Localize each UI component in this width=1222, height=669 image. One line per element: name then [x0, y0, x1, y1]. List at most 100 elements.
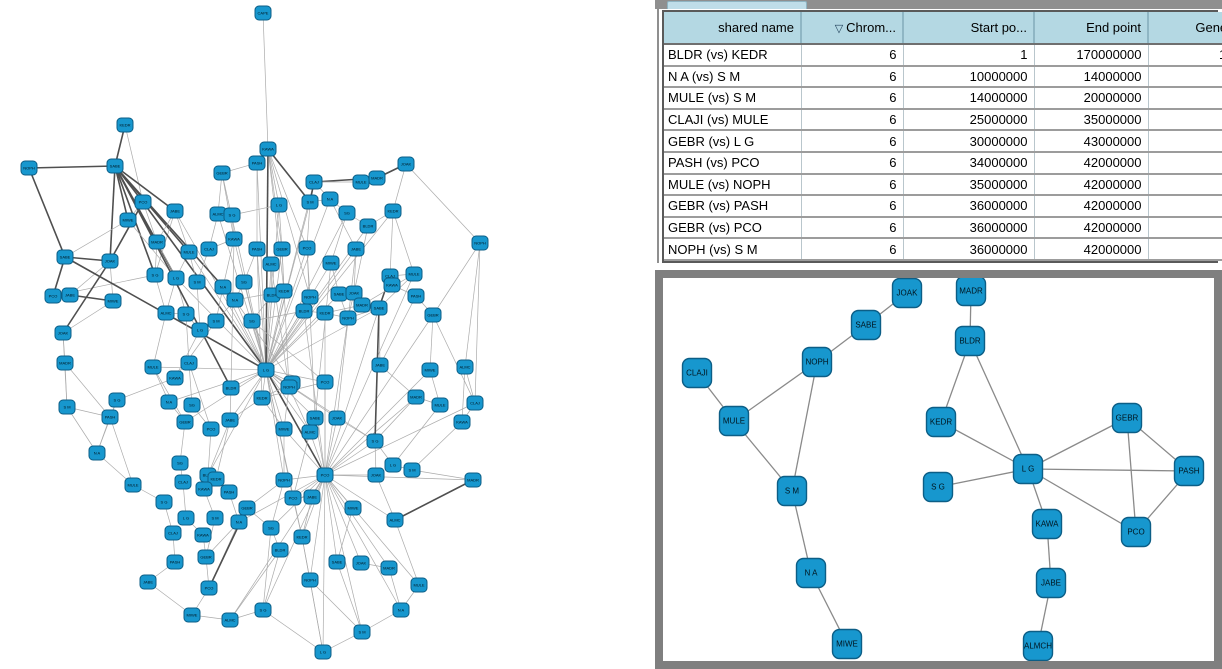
table-cell[interactable]: 20000000	[1034, 87, 1149, 110]
network-edge[interactable]	[432, 314, 476, 404]
network-node-sg[interactable]: SG	[338, 205, 356, 221]
network-node-mule[interactable]: MULE	[431, 397, 449, 413]
network-node-s-g[interactable]: S G	[366, 433, 384, 449]
network-edge[interactable]	[230, 238, 235, 389]
table-cell[interactable]: 6	[801, 65, 904, 89]
network-edge[interactable]	[392, 404, 441, 466]
table-cell[interactable]: N A (vs) S M	[664, 65, 802, 89]
table-row[interactable]: CLAJI (vs) MULE625000000350000005.9	[664, 108, 1222, 132]
network-edge[interactable]	[281, 248, 290, 388]
network-node-joak[interactable]: JOAK	[891, 278, 923, 309]
table-cell[interactable]: 42000000	[1034, 238, 1149, 261]
network-node-madr[interactable]: MADR	[407, 389, 425, 405]
network-edge[interactable]	[301, 474, 326, 538]
network-node-l-g[interactable]: L G	[257, 362, 275, 378]
network-node-jabe[interactable]: JABE	[221, 412, 239, 428]
network-node-pco[interactable]: PCO	[134, 194, 152, 210]
network-node-joak[interactable]: JOAK	[352, 555, 370, 571]
network-edge[interactable]	[306, 201, 311, 249]
table-cell[interactable]: 5.9	[1148, 108, 1222, 132]
network-edge[interactable]	[309, 474, 326, 581]
network-edge[interactable]	[336, 507, 354, 563]
network-node-kedr[interactable]: KEDR	[384, 203, 402, 219]
network-node-l-g[interactable]: L G	[270, 197, 288, 213]
table-cell[interactable]: 6	[801, 238, 904, 261]
network-edge[interactable]	[270, 263, 290, 388]
network-edge[interactable]	[185, 313, 190, 364]
table-cell[interactable]: 36000000	[903, 216, 1035, 240]
network-node-sg[interactable]: SG	[171, 455, 189, 471]
network-node-jabe[interactable]: JABE	[139, 574, 157, 590]
network-node-kawa[interactable]: KAWA	[225, 231, 243, 247]
network-edge[interactable]	[215, 419, 231, 480]
network-edge[interactable]	[1027, 468, 1137, 533]
network-node-s-m[interactable]: S M	[353, 624, 371, 640]
network-edge[interactable]	[969, 340, 1029, 470]
network-edge[interactable]	[207, 428, 212, 476]
network-edge[interactable]	[324, 369, 431, 476]
network-node-kedr[interactable]: KEDR	[316, 305, 334, 321]
network-node-s-m[interactable]: S M	[188, 274, 206, 290]
table-cell[interactable]: PASH (vs) PCO	[664, 151, 802, 175]
network-edge[interactable]	[152, 366, 267, 371]
network-node-noph[interactable]: NOPH	[301, 289, 319, 305]
network-edge[interactable]	[265, 369, 326, 476]
network-node-n-a[interactable]: N A	[214, 279, 232, 295]
network-node-almc[interactable]: ALMC	[262, 256, 280, 272]
table-row[interactable]: GEBR (vs) PASH636000000420000008.9	[664, 195, 1222, 218]
network-edge[interactable]	[324, 474, 402, 611]
network-edge[interactable]	[324, 273, 415, 476]
network-node-miwe[interactable]: MIWE	[344, 500, 362, 516]
network-node-miwe[interactable]: MIWE	[275, 421, 293, 437]
network-edge[interactable]	[267, 148, 308, 249]
network-node-kedr[interactable]: KEDR	[925, 406, 957, 438]
network-node-claj[interactable]: CLAJ	[466, 395, 484, 411]
network-edge[interactable]	[353, 225, 369, 294]
network-edge[interactable]	[324, 307, 380, 476]
network-node-joak[interactable]: JOAK	[54, 325, 72, 341]
network-node-s-g[interactable]: S G	[254, 602, 272, 618]
network-node-gebr[interactable]: GEBR	[213, 165, 231, 181]
table-cell[interactable]: 6	[801, 173, 904, 197]
network-edge[interactable]	[229, 369, 267, 421]
network-node-madr[interactable]: MADR	[955, 278, 987, 307]
network-node-miwe[interactable]: MIWE	[119, 212, 137, 228]
network-node-madr[interactable]: MADR	[56, 355, 74, 371]
network-node-noph[interactable]: NOPH	[280, 379, 298, 395]
network-edge[interactable]	[207, 419, 231, 476]
table-cell[interactable]: 6	[801, 87, 904, 110]
network-node-pash[interactable]: PASH	[166, 554, 184, 570]
table-cell[interactable]: 1	[903, 44, 1035, 67]
network-node-gebr[interactable]: GEBR	[273, 241, 291, 257]
network-edge[interactable]	[324, 440, 376, 476]
network-node-joak[interactable]: JOAK	[328, 410, 346, 426]
network-node-sabe[interactable]: SABE	[850, 309, 882, 341]
network-edge[interactable]	[256, 248, 267, 371]
network-node-l-g[interactable]: L G	[1012, 453, 1044, 485]
network-edge[interactable]	[267, 148, 280, 206]
network-node-sg[interactable]: SG	[262, 520, 280, 536]
table-row[interactable]: GEBR (vs) L G6300000004300000016.9	[664, 130, 1222, 153]
network-edge[interactable]	[28, 165, 116, 169]
scrollbar-thumb[interactable]	[667, 1, 807, 9]
network-edge[interactable]	[791, 361, 818, 492]
network-node-jabe[interactable]: JABE	[166, 203, 184, 219]
network-edge[interactable]	[336, 561, 363, 633]
network-node-kawa[interactable]: KAWA	[166, 370, 184, 386]
network-edge[interactable]	[222, 238, 235, 288]
network-node-sabe[interactable]: SABE	[306, 410, 324, 426]
network-edge[interactable]	[324, 474, 390, 569]
network-node-pash[interactable]: PASH	[1173, 455, 1205, 487]
network-node-almc[interactable]: ALMC	[386, 512, 404, 528]
table-cell[interactable]: 9.9	[1148, 238, 1222, 261]
table-cell[interactable]: GEBR (vs) L G	[664, 130, 802, 153]
network-edge[interactable]	[262, 609, 324, 653]
network-edge[interactable]	[109, 201, 144, 262]
network-edge[interactable]	[188, 251, 267, 371]
network-node-claj[interactable]: CLAJ	[180, 355, 198, 371]
network-edge[interactable]	[188, 362, 212, 430]
network-node-noph[interactable]: NOPH	[801, 346, 833, 378]
network-node-sabe[interactable]: SABE	[328, 554, 346, 570]
network-edge[interactable]	[1027, 417, 1128, 470]
network-node-kawa[interactable]: KAWA	[259, 141, 277, 157]
